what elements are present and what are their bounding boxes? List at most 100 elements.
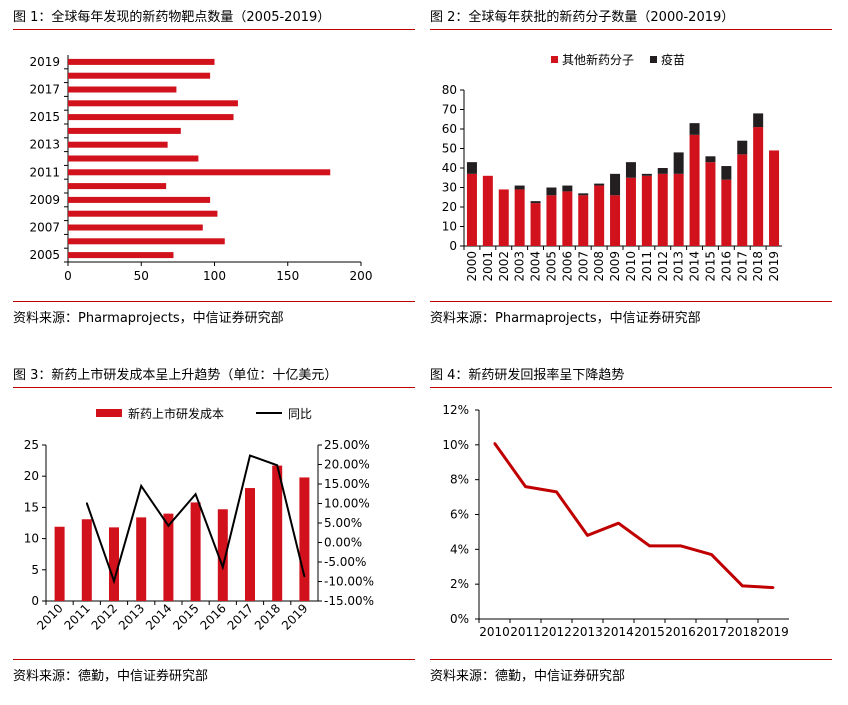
fig2-bar-other [737,154,748,246]
fig1-bar [68,86,177,93]
fig3-y-tick-label-left: 0 [31,594,39,608]
figure1-panel: 图 1：全球每年发现的新药物靶点数量（2005-2019） 2005 2007 20… [13,0,415,330]
fig2-bar-vaccine [514,185,525,190]
fig3-y-tick-label-right: 0.00% [324,536,362,550]
fig3-point-yoy [113,580,115,582]
fig3-x-tick-label: 2012 [89,601,120,632]
figure3-panel: 图 3：新药上市研发成本呈上升趋势（单位：十亿美元） 新药上市研发成本 同比 0 5 1… [13,365,415,695]
fig3-bar-cost [245,488,255,601]
fig2-x-tick-label: 2003 [513,251,527,282]
fig3-x-tick-label: 2014 [143,601,174,632]
fig3-point-yoy [222,566,224,568]
fig3-point-yoy [303,575,306,578]
fig4-x-tick-label: 2012 [541,625,572,639]
fig2-bar-vaccine [530,201,541,204]
fig2-x-tick-label: 2013 [672,251,686,282]
fig4-x-tick-label: 2019 [758,625,789,639]
fig2-y-tick-label: 40 [442,161,457,175]
figure3-title: 图 3：新药上市研发成本呈上升趋势（单位：十亿美元） [13,368,338,383]
fig3-bar-cost [217,509,228,601]
fig2-bar-vaccine [737,140,748,155]
fig2-x-tick-label: 2006 [560,251,574,282]
fig4-point-return [648,544,651,547]
fig1-x-tick-label: 50 [134,269,149,283]
fig2-y-tick-label: 0 [449,239,457,253]
fig4-point-return [524,485,527,488]
figure3-bottom-rule [13,659,415,660]
fig2-legend-label-other: 其他新药分子 [562,52,634,67]
fig2-bar-vaccine [610,173,621,196]
fig2-bar-other [753,127,764,246]
fig2-bar-other [769,150,780,246]
fig4-point-return [617,522,620,525]
figure1-bottom-rule [13,301,415,302]
figure2-bottom-rule [430,301,832,302]
fig4-x-tick-label: 2018 [727,625,758,639]
fig3-y-tick-label-right: 25.00% [324,438,370,452]
fig2-bar-vaccine [466,162,477,174]
fig1-bar [68,183,167,190]
fig2-y-tick-label: 50 [442,142,457,156]
fig1-bar [68,169,331,176]
fig3-legend-label-cost: 新药上市研发成本 [128,406,224,421]
fig2-x-tick-label: 2014 [688,251,702,282]
fig2-bar-other [562,191,573,246]
figure1-source: 资料来源：Pharmaprojects，中信证券研究部 [13,311,284,326]
fig3-y-tick-label-right: 5.00% [324,516,362,530]
figure3-chart: 新药上市研发成本 同比 0 5 10 15 20 25 -15.00% -10.00% -5.00%… [24,406,374,633]
fig3-y-tick-label-right: -15.00% [324,594,374,608]
figure2-panel: 图 2：全球每年获批的新药分子数量（2000-2019） 其他新药分子 疫苗 0 10… [430,0,832,330]
fig3-y-tick-label-left: 5 [31,563,39,577]
fig2-x-tick-label: 2010 [624,251,638,282]
fig3-x-tick-label: 2013 [116,601,147,632]
fig1-x-tick-label: 100 [203,269,226,283]
fig2-x-tick-label: 2015 [703,251,717,282]
fig1-bar [68,114,234,121]
fig2-y-tick-label: 30 [442,181,457,195]
fig2-bar-other [578,195,589,246]
fig2-bar-vaccine [594,183,605,186]
fig3-bar-cost [299,477,310,601]
fig1-bar [68,58,215,65]
fig3-y-tick-label-right: -5.00% [324,555,366,569]
fig1-bar [68,224,203,231]
figure4-top-rule [430,387,832,388]
fig3-y-tick-label-left: 25 [24,438,39,452]
fig2-x-tick-label: 2009 [608,251,622,282]
fig2-bar-other [641,175,652,246]
fig1-bar [68,155,199,162]
fig2-x-tick-label: 2017 [735,251,749,282]
fig1-y-tick-label: 2009 [29,193,60,207]
fig1-y-tick-label: 2005 [29,248,60,262]
fig2-bar-vaccine [562,185,573,192]
fig3-bar-cost [272,465,283,601]
fig4-y-tick-label: 12% [442,403,469,417]
fig3-y-tick-label-right: 10.00% [324,497,370,511]
fig2-x-tick-label: 2016 [719,251,733,282]
fig1-bar [68,127,181,134]
figure2-title: 图 2：全球每年获批的新药分子数量（2000-2019） [430,10,735,25]
fig2-x-tick-label: 2011 [640,251,654,282]
fig3-bar-cost [109,527,119,601]
fig4-y-tick-label: 8% [450,473,469,487]
fig3-point-yoy [194,493,197,495]
fig4-point-return [710,553,713,556]
fig1-y-tick-label: 2007 [29,221,60,235]
fig2-bar-other [625,177,636,246]
fig2-bar-other [657,173,668,246]
fig2-bar-other [705,162,716,246]
fig2-x-tick-label: 2000 [465,251,479,282]
figure4-source: 资料来源：德勤，中信证券研究部 [430,669,626,684]
fig2-bar-other [689,134,700,246]
fig3-bar-cost [163,513,174,601]
fig4-point-return [772,586,775,589]
fig2-bar-vaccine [578,193,589,196]
fig3-y-tick-label-left: 10 [24,532,39,546]
fig4-y-tick-label: 10% [442,438,469,452]
fig3-x-tick-label: 2017 [225,601,256,632]
fig4-x-tick-label: 2013 [572,625,603,639]
figure2-top-rule [430,29,832,30]
figure2-source: 资料来源：Pharmaprojects，中信证券研究部 [430,311,701,326]
figure4-panel: 图 4：新药研发回报率呈下降趋势 0% 2% 4% 6% 8% 10% 12% 2010 201… [430,365,832,695]
